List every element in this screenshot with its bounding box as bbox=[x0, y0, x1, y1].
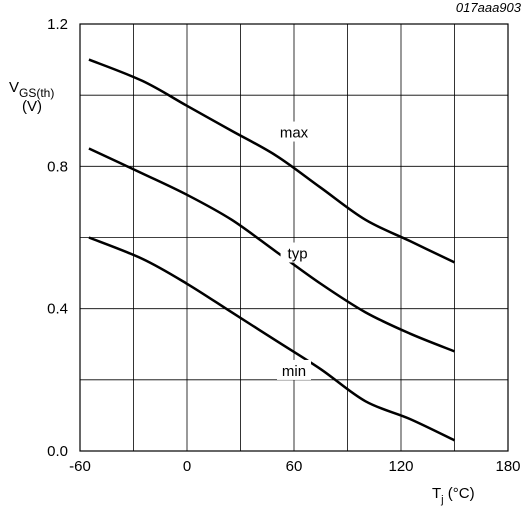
series-label-typ: typ bbox=[288, 246, 308, 263]
y-tick-label: 0.8 bbox=[47, 158, 68, 175]
x-tick-label: 60 bbox=[286, 458, 303, 475]
y-axis-unit: (V) bbox=[22, 98, 42, 115]
x-tick-label: -60 bbox=[69, 458, 91, 475]
y-axis-title-main: V bbox=[9, 79, 19, 96]
series-line-min bbox=[88, 236, 456, 442]
x-tick-label: 180 bbox=[495, 458, 520, 475]
series-line-max bbox=[88, 58, 456, 264]
series-label-bg-typ bbox=[280, 242, 315, 263]
y-axis-title-sub: GS(th) bbox=[19, 86, 54, 100]
x-axis-title-unit: (°C) bbox=[444, 485, 475, 502]
x-tick-label: 0 bbox=[183, 458, 191, 475]
y-tick-label: 0.4 bbox=[47, 301, 68, 318]
series-lines bbox=[88, 58, 456, 442]
x-axis-title: Tj (°C) bbox=[432, 485, 475, 506]
series-label-min: min bbox=[282, 363, 306, 380]
y-tick-label: 0.0 bbox=[47, 443, 68, 460]
tick-labels: -60 0 60 120 180 0.0 0.4 0.8 1.2 bbox=[47, 16, 520, 475]
x-axis-title-sub: j bbox=[440, 494, 443, 506]
plot-frame bbox=[79, 23, 509, 452]
figure-id: 017aaa903 bbox=[455, 0, 521, 15]
series-labels: max typ min bbox=[277, 121, 315, 380]
series-label-max: max bbox=[280, 125, 309, 142]
series-label-bg-max bbox=[277, 121, 311, 142]
axis-titles: VGS(th) (V) Tj (°C) bbox=[9, 79, 475, 506]
y-axis-title: VGS(th) bbox=[9, 79, 54, 100]
series-label-bg-min bbox=[277, 359, 311, 380]
x-axis-title-main: T bbox=[432, 485, 441, 502]
grid bbox=[79, 23, 509, 452]
y-tick-label: 1.2 bbox=[47, 16, 68, 33]
x-tick-label: 120 bbox=[388, 458, 413, 475]
series-line-typ bbox=[88, 147, 455, 353]
